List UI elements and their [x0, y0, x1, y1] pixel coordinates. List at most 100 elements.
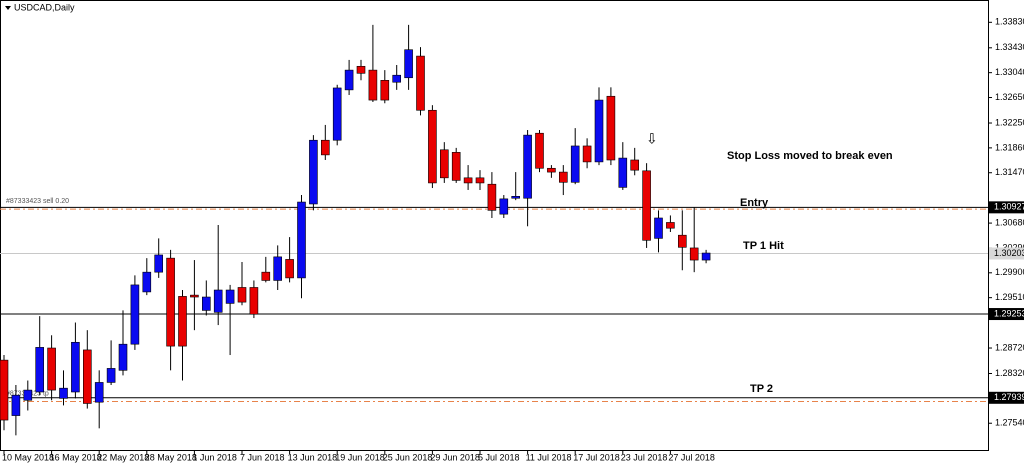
- candle-body: [416, 55, 425, 111]
- y-tick-label: 1.33430: [995, 42, 1024, 52]
- candle-body: [463, 177, 473, 184]
- candle-body: [344, 69, 354, 91]
- candle-body: [249, 287, 259, 315]
- candle-body: [356, 65, 366, 74]
- y-tick-label: 1.28720: [995, 342, 1024, 352]
- candle-body: [511, 196, 521, 199]
- annotation: Entry: [740, 197, 769, 209]
- x-tick-label: 5 Jul 2018: [478, 452, 520, 462]
- x-tick-label: 19 Jun 2018: [335, 452, 385, 462]
- candle-body: [190, 294, 199, 298]
- x-tick-label: 25 Jun 2018: [383, 452, 433, 462]
- candle-body: [285, 259, 294, 279]
- plot-frame: [0, 0, 989, 451]
- candle-body: [535, 132, 544, 169]
- candle-body: [154, 254, 163, 273]
- candle-body: [618, 157, 628, 188]
- y-tick-label: 1.27540: [995, 418, 1024, 428]
- candle-body: [130, 284, 140, 345]
- price-box: [989, 391, 1024, 404]
- candle-body: [213, 289, 223, 313]
- x-tick-label: 22 May 2018: [97, 452, 149, 462]
- candle-body: [320, 139, 330, 156]
- chart-title: USDCAD,Daily: [14, 2, 75, 12]
- x-tick-label: 28 May 2018: [145, 452, 197, 462]
- x-tick-label: 1 Jun 2018: [192, 452, 237, 462]
- candle-body: [582, 145, 592, 163]
- candle-body: [475, 177, 485, 184]
- candle-body: [118, 343, 128, 371]
- candle-body: [273, 256, 283, 281]
- y-tick-label: 1.31860: [995, 142, 1024, 152]
- y-tick-label: 1.33830: [995, 17, 1024, 27]
- candle-body: [202, 296, 211, 311]
- x-tick-label: 16 May 2018: [50, 452, 102, 462]
- candle-body: [570, 145, 580, 183]
- candle-body: [523, 134, 532, 199]
- candle-body: [142, 271, 152, 293]
- candle-body: [261, 271, 271, 281]
- order-label: #87333423 sell 0.20: [6, 198, 69, 205]
- price-label: 1.27939: [994, 392, 1024, 402]
- candle-body: [428, 109, 437, 184]
- candle-body: [309, 139, 318, 205]
- candle-body: [499, 198, 509, 215]
- candle-body: [59, 387, 68, 399]
- candle-body: [594, 99, 604, 163]
- x-tick-label: 17 Jul 2018: [573, 452, 620, 462]
- candle-body: [404, 49, 413, 79]
- price-box: [989, 201, 1024, 214]
- annotation: TP 2: [750, 383, 773, 395]
- candle-body: [225, 289, 235, 304]
- y-tick-label: 1.28320: [995, 368, 1024, 378]
- x-tick-label: 11 Jul 2018: [526, 452, 572, 462]
- y-tick-label: 1.32650: [995, 92, 1024, 102]
- candle-body: [666, 222, 675, 229]
- y-tick-label: 1.31470: [995, 167, 1024, 177]
- candle-body: [689, 247, 699, 261]
- price-box: [989, 247, 1024, 260]
- y-tick-label: 1.30680: [995, 217, 1024, 227]
- candle-body: [0, 359, 9, 421]
- x-tick-label: 23 Jul 2018: [621, 452, 668, 462]
- annotation: TP 1 Hit: [743, 240, 784, 252]
- x-tick-label: 29 Jun 2018: [430, 452, 480, 462]
- candle-body: [701, 252, 711, 261]
- candle-body: [392, 74, 402, 83]
- x-tick-label: 13 Jun 2018: [288, 452, 338, 462]
- price-box: [989, 308, 1024, 321]
- candle-body: [47, 347, 56, 391]
- candle-body: [83, 349, 92, 404]
- price-label: 1.30203: [994, 248, 1024, 258]
- x-tick-label: 10 May 2018: [2, 452, 54, 462]
- candle-body: [23, 389, 33, 401]
- price-label: 1.30927: [994, 202, 1024, 212]
- candle-body: [237, 287, 247, 303]
- candle-body: [368, 69, 378, 101]
- candle-body: [630, 159, 640, 171]
- price-label: 1.29253: [994, 308, 1024, 318]
- candle-body: [297, 201, 306, 279]
- candle-body: [451, 152, 461, 181]
- candle-body: [439, 149, 449, 179]
- candle-body: [606, 95, 616, 161]
- candle-body: [71, 341, 80, 393]
- candle-body: [94, 382, 104, 403]
- y-tick-label: 1.30290: [995, 242, 1024, 252]
- candle-body: [166, 257, 175, 347]
- candle-body: [654, 217, 663, 239]
- arrow-icon: ⇩: [646, 131, 658, 147]
- candle-body: [642, 170, 651, 241]
- y-tick-label: 1.33040: [995, 67, 1024, 77]
- candle-body: [677, 234, 687, 248]
- candle-body: [35, 347, 45, 393]
- candle-body: [547, 167, 556, 173]
- candle-body: [558, 171, 568, 183]
- candle-body: [380, 80, 390, 101]
- annotation: Stop Loss moved to break even: [727, 150, 893, 162]
- menu-triangle[interactable]: [5, 6, 11, 10]
- candle-body: [11, 394, 21, 416]
- x-tick-label: 27 Jul 2018: [668, 452, 715, 462]
